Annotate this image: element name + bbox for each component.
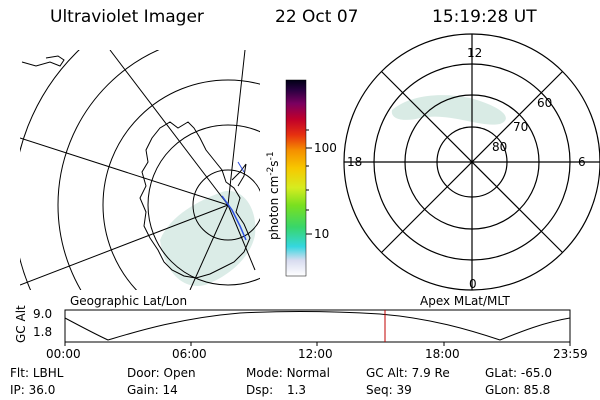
auroral-glow-right bbox=[391, 95, 506, 125]
coastline-peninsula bbox=[231, 163, 247, 187]
satellite-track bbox=[221, 195, 247, 241]
lat-label-70: 70 bbox=[513, 120, 529, 134]
date-label: 22 Oct 07 bbox=[275, 7, 359, 27]
status-mode: Mode: Normal bbox=[246, 366, 330, 380]
status-dsp: Dsp: 1.3 bbox=[246, 383, 307, 397]
colorbar-ticks bbox=[306, 129, 312, 235]
status-door: Door: Open bbox=[127, 366, 196, 380]
altitude-tick-9: 9.0 bbox=[33, 307, 53, 321]
mlt-label-6: 6 bbox=[578, 155, 586, 169]
colorbar bbox=[285, 79, 307, 277]
satellite-track-tail bbox=[237, 161, 245, 173]
status-seq: Seq: 39 bbox=[366, 383, 412, 397]
mlt-label-0: 0 bbox=[469, 277, 477, 291]
colorbar-tick-100: 100 bbox=[314, 141, 337, 155]
time-tick-2359: 23:59 bbox=[553, 347, 588, 361]
geographic-caption: Geographic Lat/Lon bbox=[70, 294, 188, 308]
status-filter: Flt: LBHL bbox=[10, 366, 64, 380]
status-ip: IP: 36.0 bbox=[10, 383, 56, 397]
time-tick-0600: 06:00 bbox=[172, 347, 207, 361]
altitude-ylabel: GC Alt bbox=[14, 305, 28, 343]
altitude-plot bbox=[64, 309, 571, 346]
geographic-map bbox=[20, 50, 260, 290]
colorbar-tick-10: 10 bbox=[314, 227, 330, 241]
status-gain: Gain: 14 bbox=[127, 383, 178, 397]
longitude-lines bbox=[20, 50, 256, 290]
lat-label-60: 60 bbox=[537, 96, 553, 110]
time-tick-0000: 00:00 bbox=[46, 347, 81, 361]
magnetic-caption: Apex MLat/MLT bbox=[420, 294, 510, 308]
status-glat: GLat: -65.0 bbox=[485, 366, 552, 380]
time-label: 15:19:28 UT bbox=[432, 7, 537, 27]
coastline-island bbox=[21, 55, 65, 67]
time-tick-1800: 18:00 bbox=[425, 347, 460, 361]
latitude-circles bbox=[20, 50, 260, 290]
status-gc-alt: GC Alt: 7.9 Re bbox=[366, 366, 450, 380]
mlt-label-12: 12 bbox=[467, 46, 483, 60]
magnetic-polar-plot bbox=[343, 33, 600, 291]
coastline-antarctica bbox=[139, 121, 251, 279]
colorbar-unit-label: photon cm-2s-1 bbox=[266, 151, 281, 240]
lat-label-80: 80 bbox=[492, 140, 508, 154]
instrument-title: Ultraviolet Imager bbox=[50, 7, 204, 27]
altitude-curve bbox=[64, 311, 571, 341]
status-glon: GLon: 85.8 bbox=[485, 383, 551, 397]
mlt-label-18: 18 bbox=[347, 155, 363, 169]
time-tick-1200: 12:00 bbox=[298, 347, 333, 361]
altitude-tick-1-8: 1.8 bbox=[33, 325, 53, 339]
